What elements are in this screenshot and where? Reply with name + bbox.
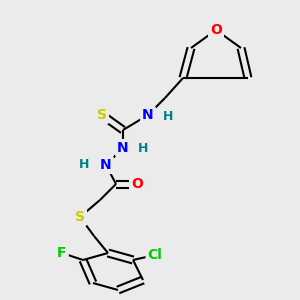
Text: O: O xyxy=(210,23,222,37)
Text: H: H xyxy=(163,110,173,124)
Text: N: N xyxy=(142,108,154,122)
Text: O: O xyxy=(131,177,143,191)
Text: F: F xyxy=(57,246,67,260)
Text: H: H xyxy=(79,158,89,172)
Text: S: S xyxy=(97,108,107,122)
Text: N: N xyxy=(117,141,129,155)
Text: H: H xyxy=(138,142,148,154)
Text: Cl: Cl xyxy=(148,248,162,262)
Text: N: N xyxy=(100,158,112,172)
Text: S: S xyxy=(75,210,85,224)
